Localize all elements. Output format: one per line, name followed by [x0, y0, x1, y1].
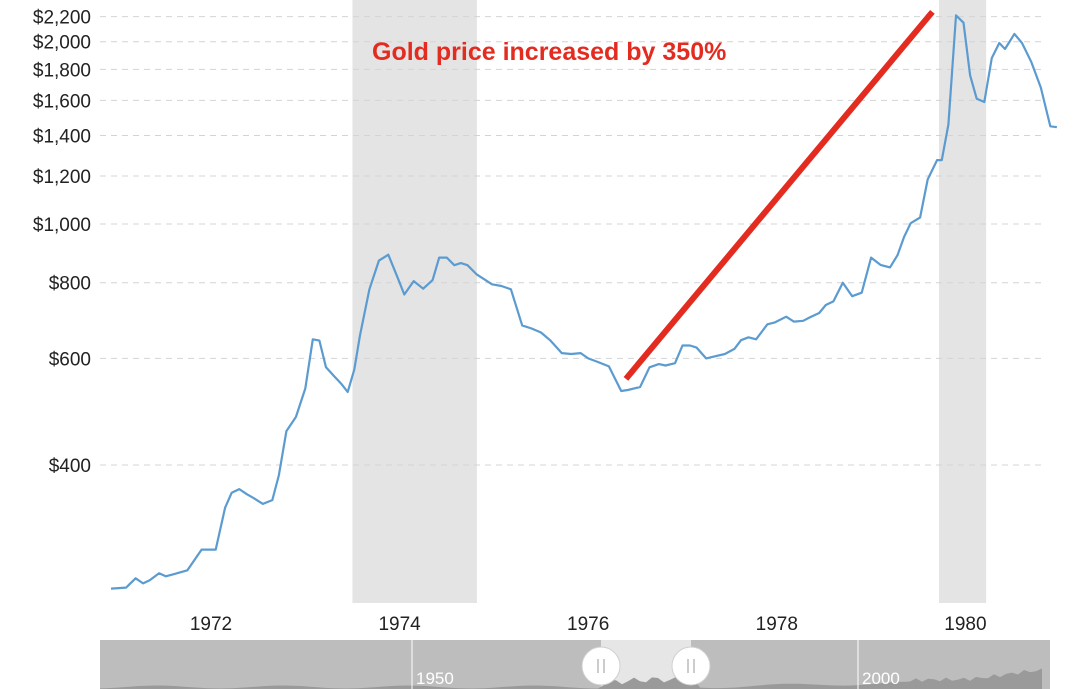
y-tick-label: $1,000: [33, 215, 91, 236]
y-tick-label: $600: [49, 349, 91, 370]
range-navigator[interactable]: 1950 2000: [100, 640, 1050, 689]
y-tick-label: $1,400: [33, 127, 91, 148]
navigator-background: [100, 640, 1050, 689]
x-tick-label: 1972: [190, 614, 232, 635]
x-tick-label: 1974: [378, 614, 421, 635]
gold-price-line: [110, 14, 1058, 590]
series-layer: [110, 14, 1058, 590]
y-tick-label: $400: [49, 456, 91, 477]
y-tick-label: $1,600: [33, 91, 91, 112]
trend-arrow-line: [623, 9, 935, 381]
grid-lines: [100, 16, 1046, 466]
y-tick-label: $800: [49, 274, 91, 295]
x-tick-label: 1978: [756, 614, 798, 635]
recession-band: [352, 0, 477, 603]
y-axis: $2,200 $2,000 $1,800 $1,600 $1,400 $1,200 $1,0…: [33, 8, 91, 477]
x-axis: 1972 1974 1976 1978 1980: [190, 614, 987, 635]
navigator-label: 1950: [416, 669, 454, 688]
annotation-text: Gold price increased by 350%: [372, 38, 726, 66]
navigator-right-handle[interactable]: [671, 646, 711, 686]
y-tick-label: $1,800: [33, 60, 91, 81]
x-tick-label: 1976: [567, 614, 609, 635]
y-tick-label: $1,200: [33, 167, 91, 188]
recession-bands: [352, 0, 987, 603]
y-tick-label: $2,000: [33, 33, 91, 54]
y-tick-label: $2,200: [33, 8, 91, 29]
navigator-label: 2000: [862, 669, 900, 688]
navigator-series-area: [100, 668, 1042, 689]
annotation: Gold price increased by 350%: [372, 9, 935, 381]
x-tick-label: 1980: [944, 614, 986, 635]
navigator-left-handle[interactable]: [581, 646, 621, 686]
recession-band: [938, 0, 987, 603]
